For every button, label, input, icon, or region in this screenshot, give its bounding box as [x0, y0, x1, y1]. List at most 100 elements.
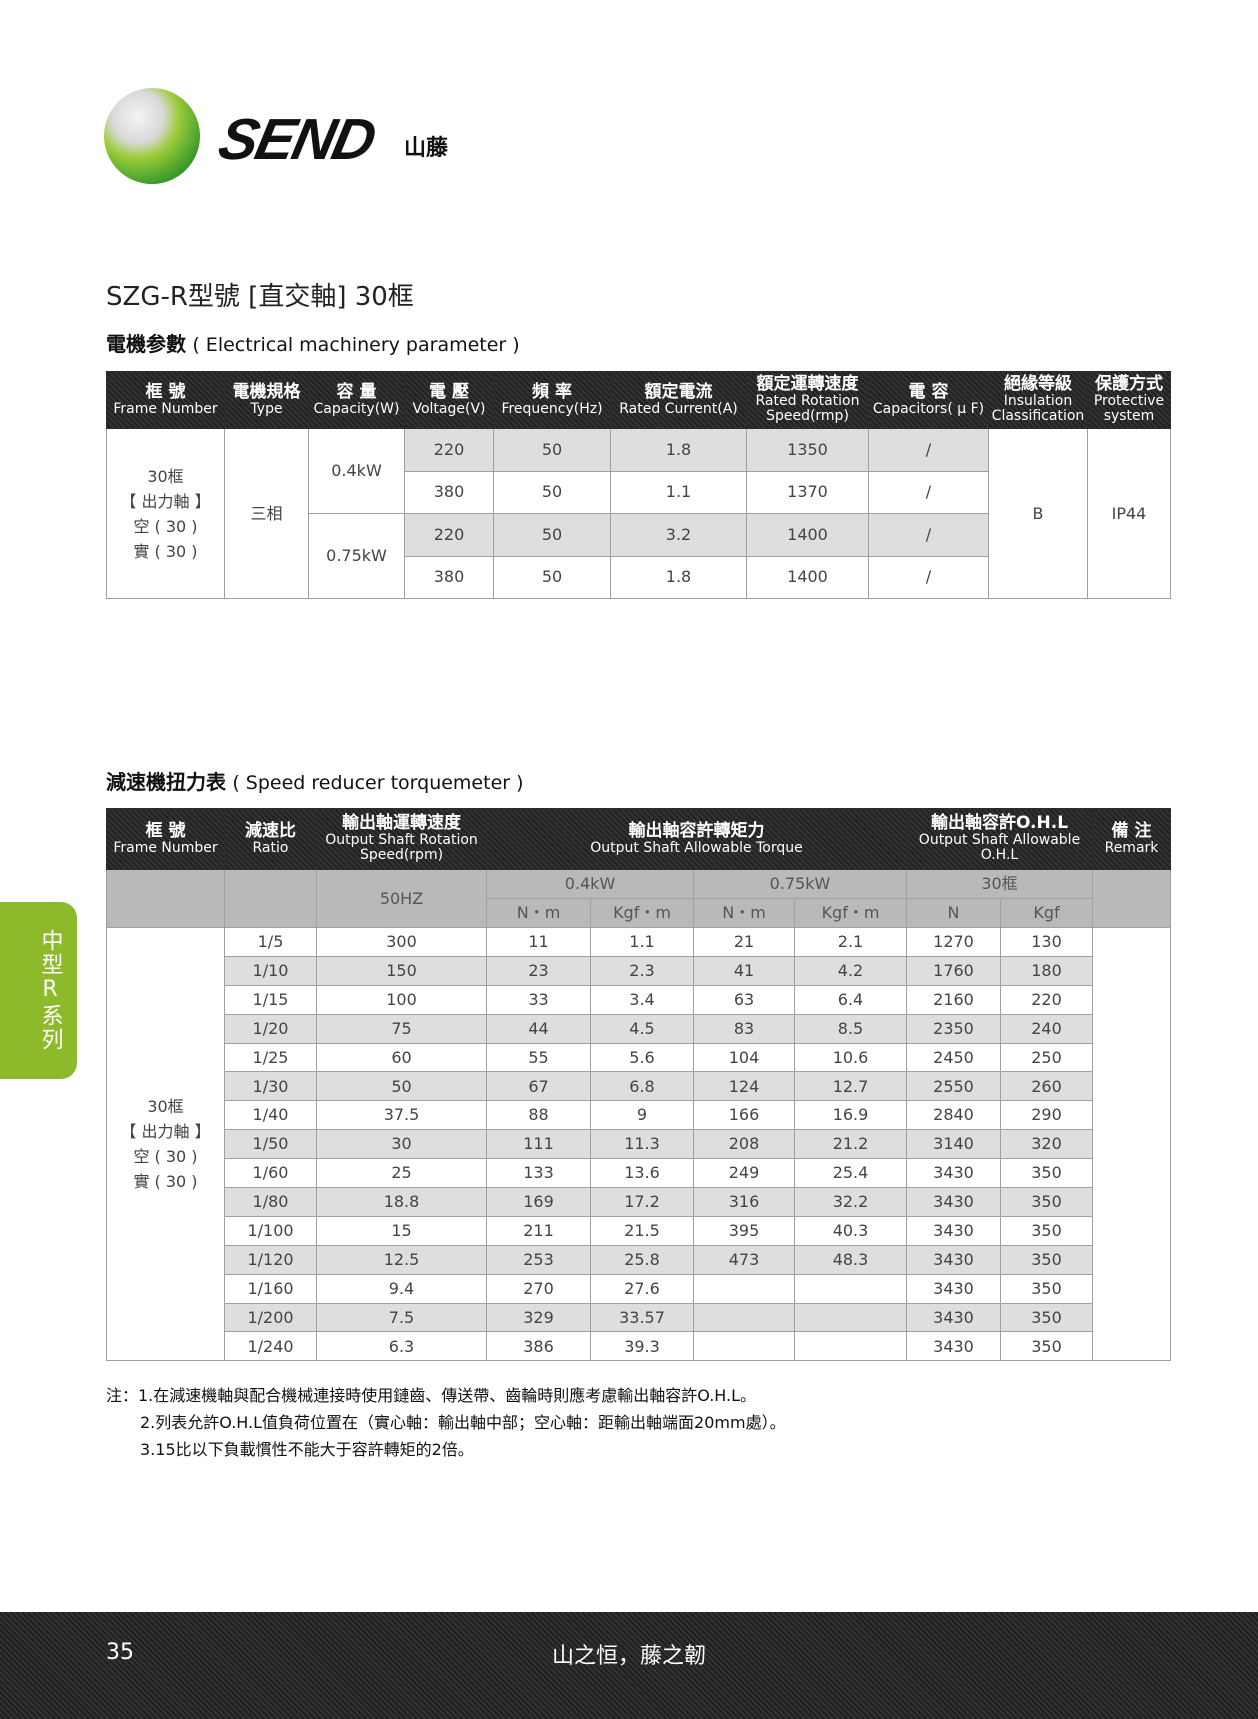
value-cell — [794, 1273, 907, 1304]
value-cell: 166 — [693, 1100, 795, 1131]
table-row: 1/25 60 55 5.6 104 10.6 2450 250 — [107, 1042, 1171, 1073]
notes: 注：1.在減速機軸與配合機械連接時使用鏈齒、傳送帶、齒輪時則應考慮輸出軸容許O.… — [106, 1382, 786, 1463]
value-cell: 12.7 — [794, 1071, 907, 1102]
value-cell: 253 — [486, 1244, 591, 1275]
table-row: 1/200 7.5 329 33.57 3430 350 — [107, 1302, 1171, 1333]
value-cell: 25 — [316, 1158, 487, 1189]
value-cell: 133 — [486, 1158, 591, 1189]
header-en: Frequency(Hz) — [501, 400, 603, 417]
header-cell: 輸出軸容許轉矩力 Output Shaft Allowable Torque — [486, 808, 907, 870]
value-cell: 39.3 — [590, 1331, 694, 1362]
value-cell: 13.6 — [590, 1158, 694, 1189]
value-cell: 18.8 — [316, 1187, 487, 1217]
value-cell: 50 — [493, 555, 611, 599]
header-cn: 電機規格 — [232, 381, 301, 402]
header-en: Voltage(V) — [412, 400, 486, 417]
value-cell: 4.2 — [794, 955, 907, 986]
section1-title-en: ( Electrical machinery parameter ) — [192, 334, 520, 356]
value-cell: 1/120 — [224, 1244, 317, 1275]
capacity-cell: 0.75kW — [308, 513, 405, 599]
value-cell: 2450 — [906, 1042, 1001, 1073]
group-subheader: 0.4kW — [486, 869, 694, 899]
section2-title-cn: 減速機扭力表 — [106, 770, 226, 794]
side-tab-series[interactable]: 中型R系列 — [0, 902, 77, 1079]
value-cell: 473 — [693, 1244, 795, 1275]
header-cell: 保護方式 Protective system — [1087, 371, 1171, 429]
value-cell: 60 — [316, 1042, 487, 1073]
section1-title-cn: 電機参數 — [106, 332, 186, 356]
value-cell: 1350 — [746, 428, 869, 472]
value-cell: 33.57 — [590, 1302, 694, 1333]
value-cell: 3.2 — [610, 513, 747, 557]
value-cell: 100 — [316, 984, 487, 1015]
note-3: 3.15比以下負載慣性不能大于容許轉矩的2倍。 — [140, 1440, 474, 1459]
speed-subheader: 50HZ — [316, 869, 487, 928]
frame-line: 空 ( 30 ) — [133, 1147, 198, 1167]
header-cn: 保護方式 — [1095, 374, 1163, 395]
value-cell: 40.3 — [794, 1215, 907, 1246]
frame-line: 30框 — [147, 466, 184, 486]
header-cn: 額定運轉速度 — [756, 374, 859, 395]
table-row: 1/100 15 211 21.5 395 40.3 3430 350 — [107, 1215, 1171, 1246]
value-cell: 1/160 — [224, 1273, 317, 1304]
header-cell: 備 注 Remark — [1092, 808, 1171, 870]
value-cell: 1/10 — [224, 955, 317, 986]
value-cell: 350 — [1000, 1158, 1093, 1189]
value-cell: 130 — [1000, 927, 1093, 957]
value-cell: 1/5 — [224, 927, 317, 957]
footer: 35 山之恒，藤之韌 — [0, 1612, 1258, 1719]
value-cell: 208 — [693, 1129, 795, 1160]
header-en: Remark — [1104, 839, 1159, 856]
header-cell: 電 壓 Voltage(V) — [404, 371, 494, 429]
value-cell: 10.6 — [794, 1042, 907, 1073]
header-cell: 額定電流 Rated Current(A) — [610, 371, 747, 429]
header-cn: 電 容 — [908, 381, 949, 402]
header-en: Rated Rotation Speed(rmp) — [755, 392, 860, 425]
header-cell: 頻 率 Frequency(Hz) — [493, 371, 611, 429]
value-cell: 41 — [693, 955, 795, 986]
frame-line: 空 ( 30 ) — [133, 516, 198, 536]
value-cell: 88 — [486, 1100, 591, 1131]
value-cell: 1/30 — [224, 1071, 317, 1102]
subheader-empty — [106, 869, 225, 928]
value-cell: 180 — [1000, 955, 1093, 986]
value-cell: 21 — [693, 927, 795, 957]
header-cell: 框 號 Frame Number — [106, 808, 225, 870]
unit-subheader: Kgf・m — [794, 898, 907, 928]
value-cell: 44 — [486, 1013, 591, 1044]
header-cn: 輸出軸容許O.H.L — [930, 813, 1069, 834]
unit-row: N・m Kgf・m N・m Kgf・m N Kgf — [107, 898, 1171, 928]
value-cell: 220 — [404, 428, 494, 472]
torque-table: 框 號 Frame Number 減速比 Ratio 輸出軸運轉速度 Output Sha… — [106, 808, 1171, 1362]
value-cell: 380 — [404, 555, 494, 599]
header-cell: 絕緣等級 Insulation Classification — [988, 371, 1088, 429]
header-cell: 輸出軸運轉速度 Output Shaft Rotation Speed(rpm) — [316, 808, 487, 870]
value-cell: 1/100 — [224, 1215, 317, 1246]
header-cn: 框 號 — [145, 381, 186, 402]
insulation-cell: B — [988, 428, 1088, 599]
value-cell: 220 — [404, 513, 494, 557]
table-row: 380 50 1.1 1370/ — [107, 470, 1171, 514]
value-cell: 150 — [316, 955, 487, 986]
value-cell: 23 — [486, 955, 591, 986]
value-cell: 300 — [316, 927, 487, 957]
value-cell: 1/50 — [224, 1129, 317, 1160]
type-cell: 三相 — [224, 428, 309, 599]
header-cn: 額定電流 — [644, 381, 713, 402]
header-en: Output Shaft Allowable O.H.L — [918, 831, 1081, 864]
section2-title: 減速機扭力表 ( Speed reducer torquemeter ) — [106, 766, 524, 795]
table-row: 30框【 出力軸 】空 ( 30 ) 實 ( 30 ) 1/5 300 11 1.1 21 2… — [106, 926, 1171, 1362]
table-row: 30框【 出力軸 】空 ( 30 ) 實 ( 30 ) 三相 0.4kW 220 50 1.… — [106, 428, 1171, 599]
value-cell: 6.3 — [316, 1331, 487, 1362]
value-cell — [693, 1273, 795, 1304]
frame-line: 實 ( 30 ) — [133, 541, 198, 561]
value-cell: 3430 — [906, 1215, 1001, 1246]
header-cell: 輸出軸容許O.H.L Output Shaft Allowable O.H.L — [906, 808, 1093, 870]
value-cell: 21.5 — [590, 1215, 694, 1246]
table-row: 1/120 12.5 253 25.8 473 48.3 3430 350 — [107, 1244, 1171, 1275]
subheader-row: 50HZ 0.4kW 0.75kW 30框 — [106, 869, 1171, 928]
value-cell: 17.2 — [590, 1187, 694, 1217]
header-en: Frame Number — [113, 400, 218, 417]
unit-subheader: N・m — [693, 898, 795, 928]
value-cell: 63 — [693, 984, 795, 1015]
